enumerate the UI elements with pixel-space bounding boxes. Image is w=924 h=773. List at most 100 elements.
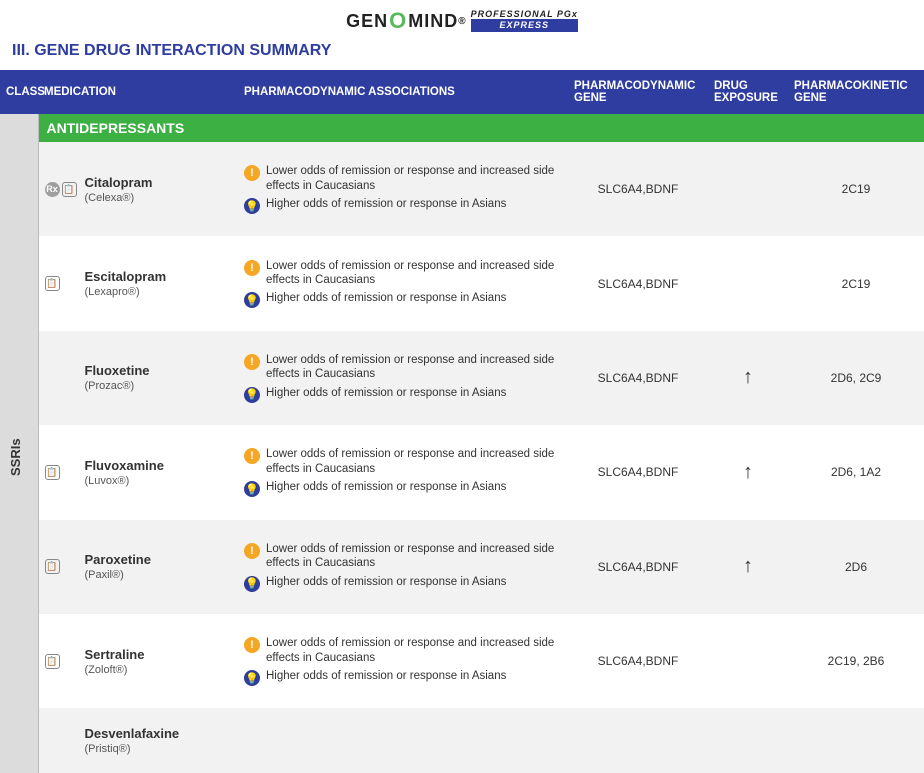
logo-sub1: PROFESSIONAL PGx <box>471 10 578 19</box>
assoc-item-info: 💡 Higher odds of remission or response in… <box>244 386 562 403</box>
med-text: Fluvoxamine (Luvox®) <box>85 458 164 487</box>
pkgene-cell: 2D6, 1A2 <box>788 425 924 519</box>
med-brand: (Pristiq®) <box>85 743 131 755</box>
warning-icon: ! <box>244 637 260 653</box>
rx-icon: Rx <box>45 182 60 197</box>
logo-pre: GEN <box>346 11 388 32</box>
exposure-cell: ↑ <box>708 425 788 519</box>
arrow-up-icon: ↑ <box>743 461 753 483</box>
note-icon: 📋 <box>62 182 77 197</box>
logo-bar: GENOMIND® PROFESSIONAL PGx EXPRESS <box>0 0 924 38</box>
assoc-item-warn: ! Lower odds of remission or response and… <box>244 542 562 571</box>
empty-cell <box>238 708 568 773</box>
table-header-row: CLASS MEDICATION PHARMACODYNAMIC ASSOCIA… <box>0 70 924 114</box>
assoc-text: Higher odds of remission or response in … <box>266 480 506 494</box>
logo: GENOMIND® PROFESSIONAL PGx EXPRESS <box>346 8 578 34</box>
assoc-text: Lower odds of remission or response and … <box>266 542 562 571</box>
assoc-text: Higher odds of remission or response in … <box>266 575 506 589</box>
note-icon: 📋 <box>45 559 60 574</box>
assoc-item-warn: ! Lower odds of remission or response and… <box>244 164 562 193</box>
note-icon: 📋 <box>45 654 60 669</box>
category-class-spacer <box>0 114 38 142</box>
med-wrap: Desvenlafaxine (Pristiq®) <box>45 726 233 755</box>
assoc-text: Higher odds of remission or response in … <box>266 669 506 683</box>
assoc-cell: ! Lower odds of remission or response and… <box>238 614 568 708</box>
assoc-text: Lower odds of remission or response and … <box>266 353 562 382</box>
assoc-cell: ! Lower odds of remission or response and… <box>238 331 568 425</box>
med-wrap: Rx📋Citalopram(Celexa®) <box>45 175 233 204</box>
info-icon: 💡 <box>244 198 260 214</box>
medication-cell: 📋 Fluvoxamine (Luvox®) <box>38 425 238 519</box>
note-icon: 📋 <box>45 465 60 480</box>
assoc-item-info: 💡 Higher odds of remission or response in… <box>244 575 562 592</box>
assoc-list: !Lower odds of remission or response and… <box>244 259 562 309</box>
assoc-item-warn: !Lower odds of remission or response and… <box>244 259 562 288</box>
table-row: Fluoxetine(Prozac®)! Lower odds of remiss… <box>0 331 924 425</box>
info-icon: 💡 <box>244 576 260 592</box>
med-wrap: 📋 Sertraline(Zoloft®) <box>45 647 233 676</box>
empty-cell <box>708 708 788 773</box>
exposure-cell <box>708 142 788 236</box>
med-name: Desvenlafaxine <box>85 726 180 741</box>
exposure-cell: ↑ <box>708 520 788 614</box>
hdr-pdgene: PHARMACODYNAMIC GENE <box>568 70 708 114</box>
info-icon: 💡 <box>244 387 260 403</box>
badges: 📋 <box>45 276 79 291</box>
assoc-item-info: 💡Higher odds of remission or response in… <box>244 669 562 686</box>
assoc-text: Lower odds of remission or response and … <box>266 164 562 193</box>
warning-icon: ! <box>244 448 260 464</box>
assoc-item-warn: ! Lower odds of remission or response and… <box>244 636 562 665</box>
assoc-item-info: 💡Higher odds of remission or response in… <box>244 197 562 214</box>
category-label: ANTIDEPRESSANTS <box>38 114 924 142</box>
med-text: Escitalopram(Lexapro®) <box>85 269 167 298</box>
info-icon: 💡 <box>244 292 260 308</box>
assoc-cell: !Lower odds of remission or response and… <box>238 425 568 519</box>
hdr-pkgene: PHARMACOKINETIC GENE <box>788 70 924 114</box>
badges: Rx📋 <box>45 182 79 197</box>
table-row: Desvenlafaxine (Pristiq®) <box>0 708 924 773</box>
warning-icon: ! <box>244 165 260 181</box>
logo-sub: PROFESSIONAL PGx EXPRESS <box>471 10 578 32</box>
assoc-item-warn: ! Lower odds of remission or response and… <box>244 353 562 382</box>
assoc-text: Higher odds of remission or response in … <box>266 291 506 305</box>
med-text: Paroxetine(Paxil®) <box>85 552 151 581</box>
info-icon: 💡 <box>244 481 260 497</box>
med-wrap: 📋 Paroxetine(Paxil®) <box>45 552 233 581</box>
med-name: Fluoxetine <box>85 363 150 378</box>
category-row: ANTIDEPRESSANTS <box>0 114 924 142</box>
pkgene-cell: 2C19, 2B6 <box>788 614 924 708</box>
class-cell: SSRIs <box>0 142 38 773</box>
med-name: Fluvoxamine <box>85 458 164 473</box>
med-brand: (Zoloft®) <box>85 664 128 676</box>
pdgene-cell: SLC6A4,BDNF <box>568 520 708 614</box>
pkgene-cell: 2D6, 2C9 <box>788 331 924 425</box>
logo-post: MIND <box>408 11 458 32</box>
med-brand: (Luvox®) <box>85 475 130 487</box>
med-wrap: 📋 Fluvoxamine (Luvox®) <box>45 458 233 487</box>
assoc-list: !Lower odds of remission or response and… <box>244 447 562 497</box>
class-label: SSRIs <box>0 142 31 773</box>
medication-cell: Rx📋Citalopram(Celexa®) <box>38 142 238 236</box>
badges: 📋 <box>45 654 79 669</box>
pdgene-cell: SLC6A4,BDNF <box>568 331 708 425</box>
table-row: 📋 Fluvoxamine (Luvox®) !Lower odds of remis… <box>0 425 924 519</box>
med-wrap: Fluoxetine(Prozac®) <box>45 363 233 392</box>
arrow-up-icon: ↑ <box>743 555 753 577</box>
assoc-text: Higher odds of remission or response in … <box>266 386 506 400</box>
med-text: Sertraline(Zoloft®) <box>85 647 145 676</box>
medication-cell: Fluoxetine(Prozac®) <box>38 331 238 425</box>
empty-cell <box>788 708 924 773</box>
warning-icon: ! <box>244 354 260 370</box>
assoc-list: ! Lower odds of remission or response and… <box>244 353 562 403</box>
table-row: 📋 Sertraline(Zoloft®)! Lower odds of remis… <box>0 614 924 708</box>
badges: 📋 <box>45 465 79 480</box>
logo-reg: ® <box>458 16 466 27</box>
warning-icon: ! <box>244 543 260 559</box>
hdr-assoc: PHARMACODYNAMIC ASSOCIATIONS <box>238 70 568 114</box>
med-wrap: 📋 Escitalopram(Lexapro®) <box>45 269 233 298</box>
interaction-table: CLASS MEDICATION PHARMACODYNAMIC ASSOCIA… <box>0 70 924 773</box>
medication-cell: Desvenlafaxine (Pristiq®) <box>38 708 238 773</box>
assoc-text: Lower odds of remission or response and … <box>266 636 562 665</box>
med-brand: (Celexa®) <box>85 192 135 204</box>
assoc-text: Lower odds of remission or response and … <box>266 259 562 288</box>
